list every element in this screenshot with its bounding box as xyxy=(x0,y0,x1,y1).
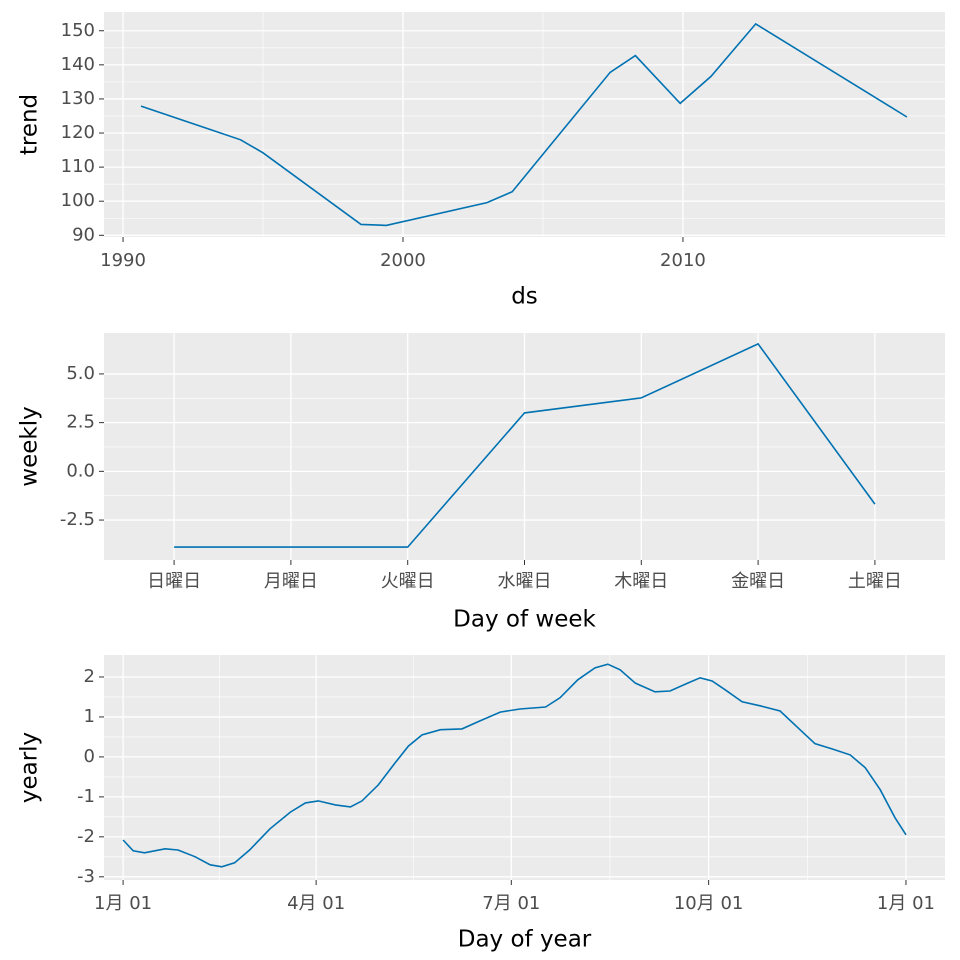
x-tick-label: 7月 01 xyxy=(482,893,540,914)
y-tick-label: -2 xyxy=(77,826,95,847)
x-tick-label: 2010 xyxy=(660,250,706,271)
y-tick-label: 2.5 xyxy=(66,412,95,433)
x-axis-title: Day of year xyxy=(458,927,592,953)
x-tick-label: 1月 01 xyxy=(877,893,935,914)
x-tick-label: 火曜日 xyxy=(381,571,435,592)
y-tick-label: 100 xyxy=(61,190,95,211)
trend-line xyxy=(140,22,908,227)
x-tick-label: 1990 xyxy=(100,250,146,271)
y-tick-label: 120 xyxy=(61,122,95,143)
y-tick-label: 90 xyxy=(72,224,95,245)
x-tick-label: 日曜日 xyxy=(147,571,201,592)
x-tick-label: 土曜日 xyxy=(848,571,902,592)
trend-line xyxy=(174,342,876,548)
x-tick-label: 4月 01 xyxy=(287,893,345,914)
y-tick-label: 130 xyxy=(61,88,95,109)
x-axis-title: ds xyxy=(511,284,538,310)
y-tick-label: 140 xyxy=(61,54,95,75)
y-tick-label: 5.0 xyxy=(66,363,95,384)
y-tick-label: 110 xyxy=(61,156,95,177)
y-tick-label: 2 xyxy=(84,666,95,687)
x-tick-label: 木曜日 xyxy=(614,571,668,592)
y-tick-label: 0 xyxy=(84,746,95,767)
x-tick-label: 水曜日 xyxy=(498,571,552,592)
x-tick-label: 1月 01 xyxy=(94,893,152,914)
y-axis-title: trend xyxy=(17,94,43,155)
plot-panel xyxy=(104,655,945,880)
x-tick-label: 10月 01 xyxy=(674,893,744,914)
plot-panel xyxy=(104,12,945,237)
y-tick-label: -2.5 xyxy=(60,509,95,530)
y-tick-label: -3 xyxy=(77,866,95,887)
x-tick-label: 2000 xyxy=(380,250,426,271)
x-tick-label: 月曜日 xyxy=(264,571,318,592)
y-tick-label: 150 xyxy=(61,20,95,41)
x-axis-title: Day of week xyxy=(453,607,596,633)
y-axis-title: weekly xyxy=(17,406,43,486)
y-tick-label: -1 xyxy=(77,786,95,807)
y-tick-label: 0.0 xyxy=(66,460,95,481)
y-tick-label: 1 xyxy=(84,706,95,727)
y-axis-title: yearly xyxy=(17,732,43,803)
trend-line xyxy=(122,663,907,868)
x-tick-label: 金曜日 xyxy=(731,571,785,592)
